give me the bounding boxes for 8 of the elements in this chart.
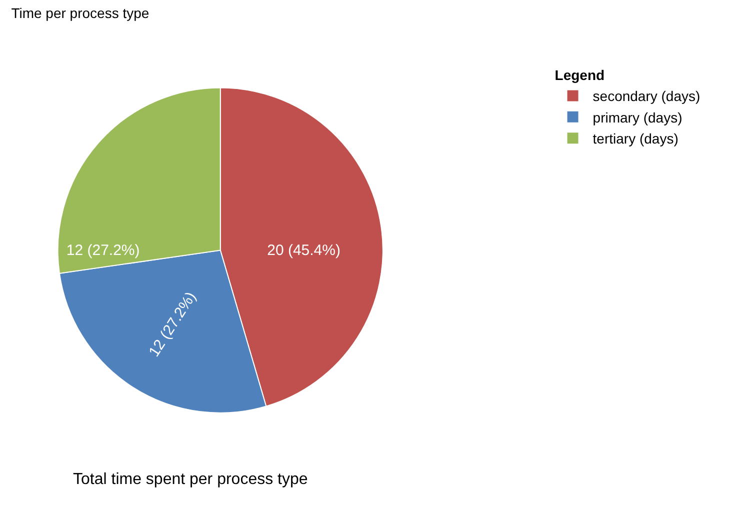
legend-label: tertiary (days) (592, 130, 678, 147)
data-label: 20 (45.4%) (267, 242, 340, 259)
data-label: 12 (27.2%) (66, 242, 140, 259)
legend-title: Legend (554, 67, 605, 84)
chart-title: Time per process type (11, 4, 150, 21)
legend-label: primary (days) (592, 109, 682, 126)
text: Total time spent per process type (73, 471, 308, 488)
legend-label: secondary (days) (592, 88, 700, 104)
